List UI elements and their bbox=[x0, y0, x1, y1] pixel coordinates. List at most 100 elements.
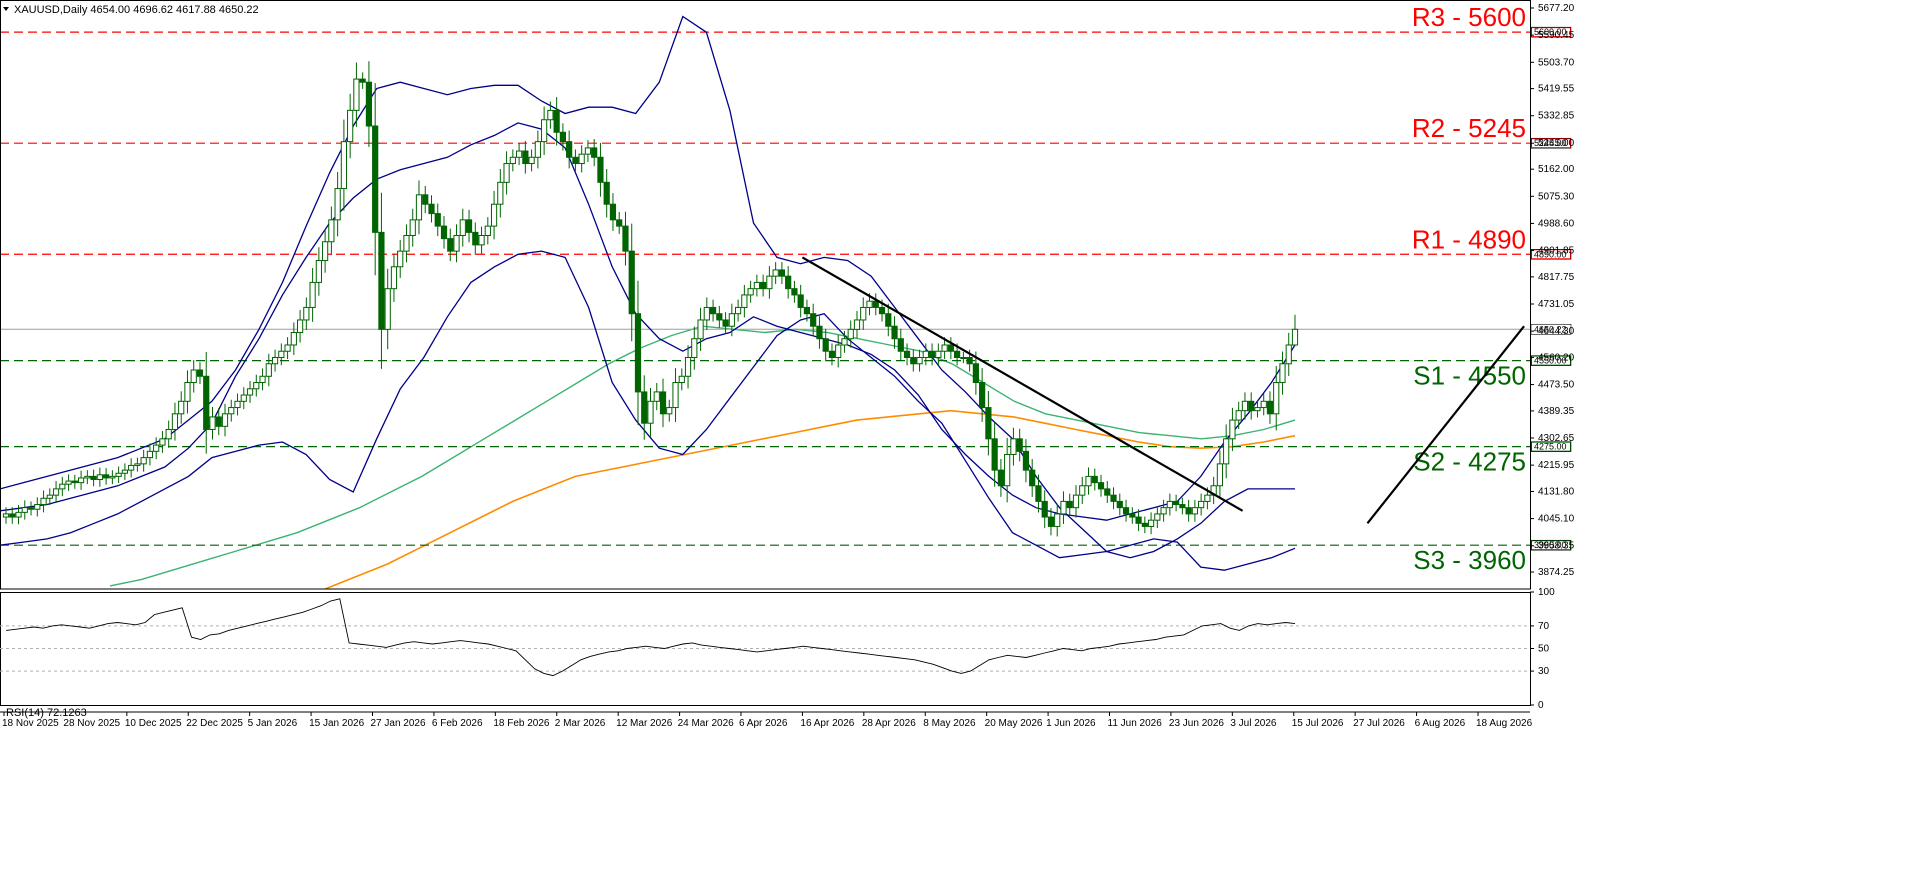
candle-body bbox=[515, 150, 523, 158]
candle-body bbox=[1273, 382, 1280, 415]
candle-body bbox=[1035, 485, 1042, 502]
candle-body bbox=[1266, 400, 1274, 415]
candle-body bbox=[603, 181, 610, 205]
x-tick-label: 22 Dec 2025 bbox=[186, 718, 243, 729]
candle-body bbox=[891, 325, 898, 340]
candle-body bbox=[572, 156, 579, 165]
candle-body bbox=[215, 416, 222, 427]
candle-body bbox=[1060, 500, 1067, 515]
candle-body bbox=[265, 363, 272, 377]
level-tag-bg-s2 bbox=[1532, 442, 1570, 451]
candle-body bbox=[309, 281, 316, 308]
candle-body bbox=[128, 464, 135, 471]
candle-body bbox=[1022, 450, 1030, 471]
candle-body bbox=[591, 147, 598, 158]
candle-body bbox=[165, 428, 172, 440]
candle-body bbox=[991, 438, 998, 471]
x-tick-label: 24 Mar 2026 bbox=[678, 718, 735, 729]
candle-body bbox=[121, 469, 128, 474]
x-tick-label: 15 Jul 2026 bbox=[1292, 718, 1344, 729]
candle-body bbox=[103, 474, 110, 479]
level-tag-text-r2: 5245.00 bbox=[1534, 138, 1567, 148]
candle-body bbox=[15, 511, 22, 518]
trendlines bbox=[801, 256, 1525, 524]
candle-body bbox=[403, 234, 410, 252]
level-tag-bg-r2 bbox=[1532, 139, 1570, 148]
level-label-r1: R1 - 4890 bbox=[1412, 224, 1526, 254]
candle-body bbox=[303, 306, 310, 321]
candle-body bbox=[678, 375, 685, 384]
level-tag-bg-r1 bbox=[1532, 250, 1570, 259]
x-tick-label: 3 Jul 2026 bbox=[1230, 718, 1277, 729]
rsi-line bbox=[5, 598, 1296, 677]
candle-body bbox=[52, 488, 60, 496]
candle-body bbox=[40, 497, 47, 506]
candle-body bbox=[134, 463, 141, 466]
x-tick-label: 23 Jun 2026 bbox=[1169, 718, 1224, 729]
x-tick-label: 28 Apr 2026 bbox=[862, 718, 916, 729]
candle-body bbox=[1122, 507, 1130, 515]
candle-body bbox=[322, 241, 329, 262]
candle-body bbox=[1004, 453, 1011, 487]
x-tick-label: 6 Aug 2026 bbox=[1415, 718, 1466, 729]
candle-body bbox=[1041, 500, 1048, 518]
candle-body bbox=[816, 325, 823, 340]
candle-body bbox=[647, 400, 654, 424]
price-panel-frame bbox=[0, 0, 1531, 590]
candle-body bbox=[1104, 488, 1111, 496]
candle-body bbox=[785, 275, 792, 290]
candle-body bbox=[622, 225, 629, 252]
candle-body bbox=[566, 141, 573, 158]
candle-body bbox=[1279, 363, 1286, 384]
candle-body bbox=[866, 300, 873, 308]
candle-body bbox=[59, 483, 66, 490]
candle-body bbox=[747, 288, 754, 296]
candle-body bbox=[553, 109, 560, 133]
candle-body bbox=[409, 219, 416, 236]
candle-body bbox=[184, 382, 191, 402]
candle-body bbox=[1160, 507, 1167, 515]
y-tick-label: 4644.30 bbox=[1538, 326, 1575, 337]
candle-body bbox=[503, 163, 510, 183]
y-tick-label: 4302.65 bbox=[1538, 433, 1575, 444]
level-tag-bg-r3 bbox=[1532, 28, 1570, 37]
level-tag-bg-s3 bbox=[1532, 541, 1570, 550]
candle-body bbox=[997, 469, 1005, 487]
candle-body bbox=[434, 213, 441, 227]
candle-body bbox=[290, 331, 297, 346]
candle-body bbox=[422, 194, 429, 205]
candle-body bbox=[90, 475, 97, 481]
candle-body bbox=[659, 391, 667, 415]
candle-body bbox=[328, 219, 335, 243]
bollinger-bands bbox=[0, 15, 1296, 571]
x-tick-label: 18 Feb 2026 bbox=[493, 718, 550, 729]
candle-body bbox=[878, 306, 886, 315]
candle-body bbox=[1110, 494, 1117, 502]
x-tick-label: 1 Jun 2026 bbox=[1046, 718, 1096, 729]
x-tick-label: 12 Mar 2026 bbox=[616, 718, 673, 729]
candle-body bbox=[115, 472, 122, 477]
y-tick-label: 5503.70 bbox=[1538, 57, 1575, 68]
collapse-triangle-icon[interactable] bbox=[3, 7, 9, 11]
candle-body bbox=[1047, 516, 1055, 527]
candle-body bbox=[21, 507, 28, 513]
candle-body bbox=[1085, 475, 1092, 487]
y-tick-label: 3874.25 bbox=[1538, 567, 1575, 578]
candle-body bbox=[559, 131, 566, 143]
candle-body bbox=[46, 494, 53, 499]
candle-body bbox=[390, 266, 398, 290]
candle-body bbox=[810, 313, 817, 327]
rsi-panel: 100 70 50 30 0 bbox=[0, 587, 1555, 711]
level-tag-text-r3: 5600.00 bbox=[1534, 27, 1567, 37]
level-tag-bg-s1 bbox=[1532, 356, 1570, 365]
candle-body bbox=[778, 269, 786, 277]
candle-body bbox=[240, 394, 247, 402]
candle-body bbox=[1229, 419, 1236, 440]
y-tick-label: 3958.35 bbox=[1538, 541, 1575, 552]
x-tick-label: 27 Jul 2026 bbox=[1353, 718, 1405, 729]
rsi-tick-label: 0 bbox=[1538, 700, 1544, 711]
candle-body bbox=[897, 338, 904, 352]
rsi-tick-label: 50 bbox=[1538, 644, 1550, 655]
